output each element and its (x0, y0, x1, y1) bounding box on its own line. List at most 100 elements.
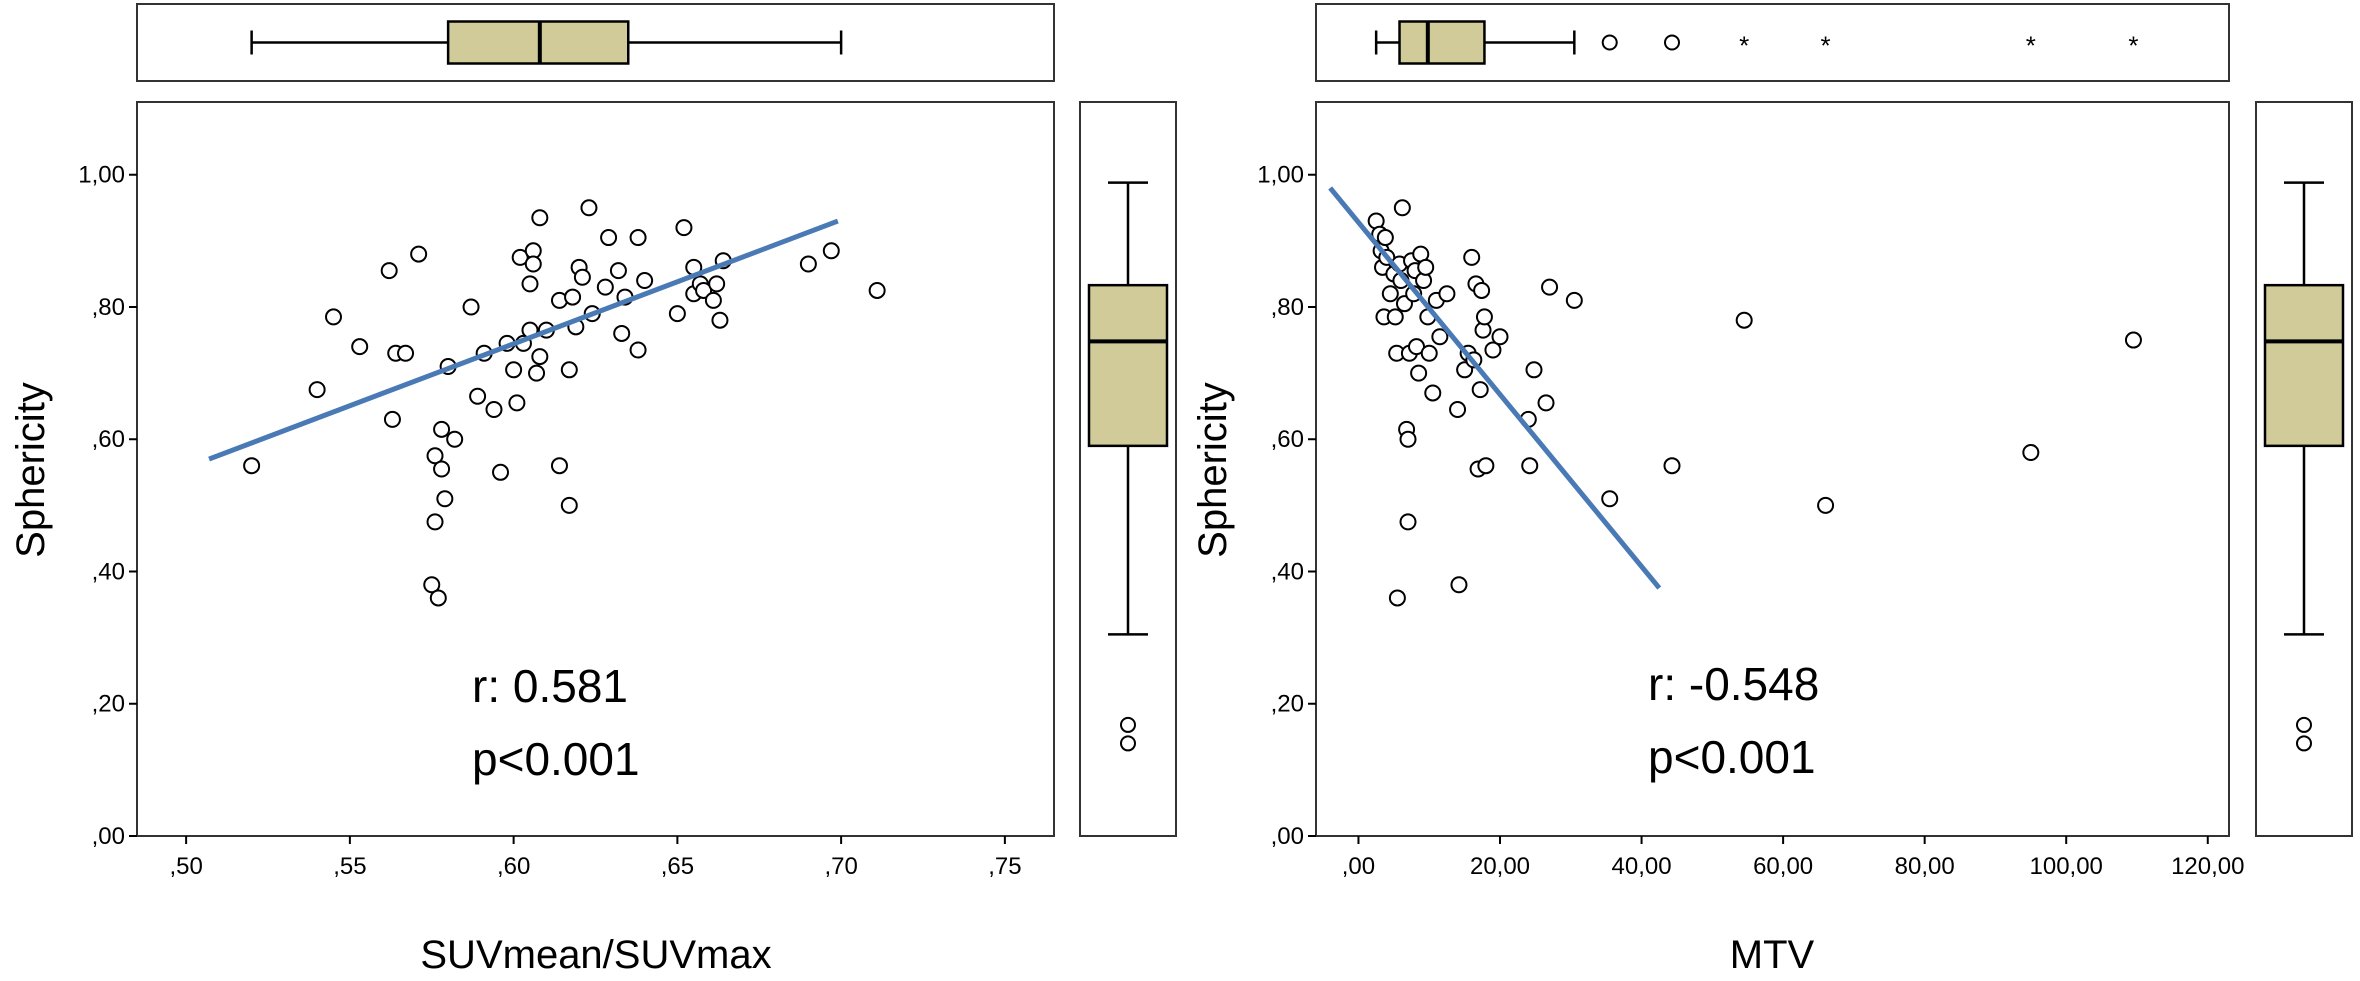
right-data-point (1376, 229, 1394, 247)
right-x-tick-label: 100,00 (2030, 853, 2103, 880)
left-data-point (550, 457, 568, 475)
left-x-tick-label: ,75 (988, 853, 1021, 880)
right-data-point (1438, 285, 1456, 303)
left-data-point (492, 463, 510, 481)
right-plot-frame (1315, 101, 2230, 837)
right-data-point (1388, 589, 1406, 607)
left-data-point (383, 410, 401, 428)
left-y-axis: ,00 ,20 ,40 ,60 ,80 1,00 (78, 162, 137, 850)
right-data-point (1431, 328, 1449, 346)
left-data-point (446, 430, 464, 448)
left-data-point (711, 311, 729, 329)
right-y-axis-label: Sphericity (1191, 382, 1235, 558)
right-data-point (1471, 381, 1489, 399)
right-y-tick-label: ,00 (1271, 823, 1304, 850)
right-data-point (1473, 281, 1491, 299)
left-y-outlier (1120, 716, 1136, 733)
left-data-point (629, 341, 647, 359)
right-x-tick-label: 20,00 (1470, 853, 1530, 880)
right-y-tick-label: ,60 (1271, 426, 1304, 453)
left-data-point (426, 447, 444, 465)
right-data-point (1463, 248, 1481, 266)
left-x-tick-label: ,50 (169, 853, 202, 880)
left-data-point (531, 348, 549, 366)
right-x-tick-label: 80,00 (1895, 853, 1955, 880)
right-data-point (1601, 490, 1619, 508)
right-data-point (1477, 457, 1495, 475)
right-fit-line (1328, 186, 1662, 590)
right-data-point (1450, 576, 1468, 594)
right-x-extreme: * (2026, 31, 2036, 61)
right-data-point (1484, 341, 1502, 359)
left-data-point (609, 262, 627, 280)
right-data-point (1399, 430, 1417, 448)
right-x-outlier (1663, 34, 1680, 51)
left-data-point (423, 576, 441, 594)
right-y-boxplot (2263, 181, 2345, 752)
left-data-point (560, 361, 578, 379)
left-data-point (462, 298, 480, 316)
right-data-point (1420, 344, 1438, 362)
right-r-annotation: r: -0.548 (1648, 658, 1819, 710)
right-y-tick-label: 1,00 (1257, 162, 1304, 189)
right-data-point (1475, 308, 1493, 326)
left-data-point (668, 305, 686, 323)
left-x-tick-label: ,55 (333, 853, 366, 880)
left-data-point (799, 255, 817, 273)
right-y-tick-label: ,40 (1271, 558, 1304, 585)
right-x-outlier (1601, 34, 1618, 51)
right-panel: * * * * ,00 ,20 ,40 ,60 ,80 1,00 ,00 20,00 40,00 60… (1191, 3, 2353, 977)
left-data-point (433, 420, 451, 438)
right-data-point (1541, 278, 1559, 296)
right-y-outlier (2296, 716, 2312, 733)
right-x-boxplot: * * * * (1374, 20, 2139, 65)
left-data-point (410, 245, 428, 263)
left-data-point (429, 589, 447, 607)
right-x-extreme: * (1739, 31, 1749, 61)
left-data-point (436, 490, 454, 508)
left-data-point (596, 278, 614, 296)
left-y-tick-label: ,20 (92, 691, 125, 718)
right-data-point (1521, 457, 1539, 475)
right-data-point (1735, 311, 1753, 329)
right-y-box (2263, 283, 2345, 448)
left-data-point (351, 338, 369, 356)
left-data-point (573, 268, 591, 286)
left-data-point (325, 308, 342, 326)
left-data-point (636, 272, 654, 290)
right-data-point (1424, 384, 1442, 402)
left-x-tick-label: ,70 (824, 853, 857, 880)
left-data-point (397, 344, 415, 362)
left-data-point (380, 262, 398, 280)
left-data-point (629, 229, 647, 247)
left-plot-frame (136, 101, 1055, 837)
left-data-point (308, 381, 326, 399)
right-x-extreme: * (2128, 31, 2138, 61)
left-data-point (531, 209, 549, 227)
left-y-outlier (1120, 735, 1136, 752)
right-x-tick-label: ,00 (1342, 853, 1375, 880)
left-data-point (521, 275, 539, 293)
left-data-point (580, 199, 598, 217)
left-y-tick-label: ,40 (92, 558, 125, 585)
right-x-tick-label: 40,00 (1612, 853, 1672, 880)
right-data-point (1393, 199, 1411, 217)
left-panel: ,00 ,20 ,40 ,60 ,80 1,00 ,50 ,55 ,60 ,65 ,70 ,75 r… (9, 3, 1177, 977)
left-x-boxplot (250, 20, 843, 65)
right-data-point (2124, 331, 2142, 349)
right-data-point (1410, 364, 1428, 382)
left-y-tick-label: 1,00 (78, 162, 125, 189)
left-y-box (1087, 283, 1169, 448)
right-data-point (2022, 443, 2040, 461)
left-x-axis-label: SUVmean/SUVmax (420, 933, 771, 977)
left-x-tick-label: ,60 (497, 853, 530, 880)
left-x-axis: ,50 ,55 ,60 ,65 ,70 ,75 (169, 836, 1022, 880)
left-y-axis-label: Sphericity (9, 382, 53, 558)
right-data-point (1449, 400, 1467, 418)
right-p-annotation: p<0.001 (1648, 731, 1816, 783)
right-y-axis: ,00 ,20 ,40 ,60 ,80 1,00 (1257, 162, 1316, 850)
right-y-tick-label: ,80 (1271, 294, 1304, 321)
right-x-axis: ,00 20,00 40,00 60,00 80,00 100,00 120,00 (1342, 836, 2244, 880)
right-x-axis-label: MTV (1730, 933, 1815, 977)
